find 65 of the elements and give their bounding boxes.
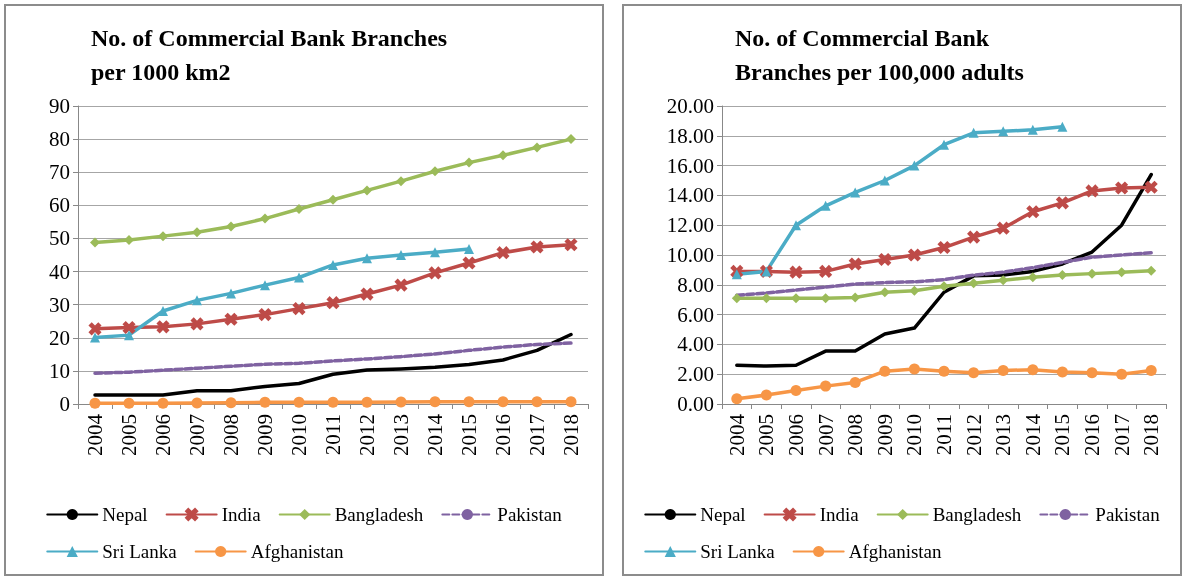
y-tick-label: 10.00: [666, 243, 714, 267]
legend-label: Afghanistan: [250, 541, 345, 562]
y-tick-label: 8.00: [677, 272, 714, 297]
y-tick-label: 40: [49, 259, 70, 284]
x-tick-label: 2009: [872, 414, 897, 456]
x-tick-label: 2012: [961, 414, 986, 456]
x-tick-label: 2013: [991, 414, 1016, 456]
x-tick-label: 2008: [843, 414, 868, 456]
x-tick-label: 2005: [754, 414, 779, 456]
legend-label: Sri Lanka: [102, 541, 178, 562]
x-tick-label: 2016: [491, 414, 515, 456]
y-tick-label: 18.00: [666, 123, 714, 148]
y-tick-label: 4.00: [677, 332, 714, 357]
x-tick-label: 2008: [219, 414, 243, 456]
x-tick-label: 2018: [559, 414, 583, 456]
y-tick-label: 2.00: [677, 362, 714, 387]
x-tick-label: 2014: [1020, 413, 1045, 456]
legend-label: Sri Lanka: [700, 541, 776, 562]
legend-label: Pakistan: [1095, 504, 1161, 525]
y-tick-label: 20.00: [666, 94, 714, 118]
y-tick-label: 16.00: [666, 153, 714, 178]
y-tick-label: 60: [49, 193, 70, 218]
y-tick-label: 50: [49, 226, 70, 251]
x-tick-label: 2011: [321, 414, 345, 456]
x-tick-label: 2017: [1109, 414, 1134, 456]
y-tick-label: 12.00: [666, 213, 714, 238]
legend-label: Nepal: [102, 504, 148, 525]
x-tick-label: 2013: [389, 414, 413, 456]
x-tick-label: 2015: [1050, 414, 1075, 456]
x-tick-label: 2006: [784, 414, 808, 456]
y-tick-label: 90: [49, 94, 70, 118]
legend-label: Bangladesh: [334, 504, 424, 525]
legend-label: Afghanistan: [848, 541, 943, 562]
x-tick-label: 2010: [287, 414, 311, 456]
legend-label: India: [819, 504, 860, 525]
x-tick-label: 2018: [1139, 414, 1164, 456]
x-tick-label: 2006: [151, 414, 175, 456]
x-tick-label: 2017: [525, 414, 549, 456]
y-tick-label: 70: [49, 160, 70, 185]
legend-label: Nepal: [700, 504, 746, 525]
x-tick-label: 2012: [355, 414, 379, 456]
legend-label: India: [221, 504, 262, 525]
y-tick-label: 30: [49, 292, 70, 317]
y-tick-label: 20: [49, 325, 70, 350]
chart-title: No. of Commercial Bank Branches per 100,000 adults: [735, 25, 1024, 85]
y-tick-label: 0.00: [677, 392, 714, 416]
x-tick-label: 2011: [932, 414, 956, 456]
x-tick-label: 2007: [185, 414, 209, 456]
chart-title: No. of Commercial Bank Branches per 1000 km2: [91, 25, 454, 85]
legend-label: Bangladesh: [932, 504, 1022, 525]
x-tick-label: 2009: [253, 414, 277, 456]
x-tick-label: 2016: [1080, 414, 1104, 456]
y-tick-label: 14.00: [666, 183, 714, 208]
x-tick-label: 2007: [813, 414, 838, 456]
y-tick-label: 6.00: [677, 302, 714, 327]
y-tick-label: 80: [49, 127, 70, 152]
x-tick-label: 2015: [457, 414, 481, 456]
legend-label: Pakistan: [497, 504, 563, 525]
x-tick-label: 2004: [724, 413, 749, 456]
x-tick-label: 2005: [117, 414, 141, 456]
y-tick-label: 10: [49, 358, 70, 383]
y-tick-label: 0: [59, 392, 70, 416]
x-tick-label: 2014: [423, 413, 447, 456]
x-tick-label: 2010: [902, 414, 927, 456]
x-tick-label: 2004: [83, 413, 107, 456]
